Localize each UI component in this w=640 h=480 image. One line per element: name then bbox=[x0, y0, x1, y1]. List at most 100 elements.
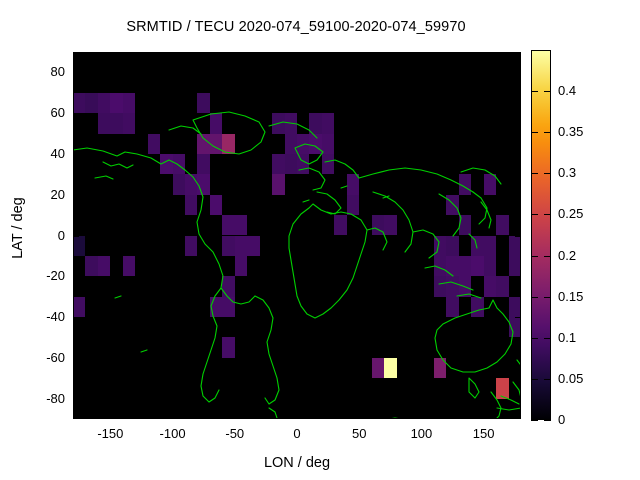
y-axis-tick bbox=[73, 398, 79, 400]
colorbar-tick bbox=[544, 378, 551, 380]
heatmap-cell bbox=[471, 235, 484, 256]
coastline-paths bbox=[73, 111, 521, 419]
heatmap-cell bbox=[222, 215, 235, 236]
heatmap-cell bbox=[85, 92, 98, 114]
colorbar-tick bbox=[531, 173, 538, 175]
x-axis-tick-label: 100 bbox=[410, 426, 433, 441]
y-axis-tick-label: 40 bbox=[50, 145, 65, 161]
heatmap-cell bbox=[160, 153, 173, 175]
colorbar bbox=[531, 50, 551, 420]
heatmap-cell bbox=[321, 133, 335, 154]
x-axis-tick bbox=[359, 52, 361, 58]
heatmap-cell bbox=[122, 92, 136, 114]
colorbar-tick bbox=[531, 91, 538, 93]
y-axis-tick bbox=[73, 194, 79, 196]
heatmap-cell bbox=[147, 133, 161, 154]
x-axis-tick bbox=[234, 413, 236, 419]
x-axis-tick bbox=[110, 413, 112, 419]
heatmap-cell bbox=[334, 215, 347, 236]
colorbar-tick bbox=[531, 378, 538, 380]
y-axis-tick bbox=[515, 398, 521, 400]
colorbar-tick bbox=[544, 296, 551, 298]
y-axis-tick bbox=[515, 317, 521, 319]
heatmap-cell bbox=[73, 235, 86, 256]
heatmap-cell bbox=[309, 113, 322, 134]
x-axis-tick bbox=[172, 413, 174, 419]
heatmap-cell bbox=[433, 255, 447, 277]
heatmap-cell bbox=[508, 296, 521, 318]
heatmap-cell bbox=[483, 174, 497, 195]
y-axis-tick bbox=[73, 113, 79, 115]
x-axis-tick-label: 0 bbox=[293, 426, 301, 441]
y-axis-tick bbox=[73, 153, 79, 155]
heatmap-cell bbox=[483, 255, 497, 277]
heatmap-cell bbox=[197, 153, 210, 175]
colorbar-tick-label: 0.3 bbox=[558, 165, 577, 181]
colorbar-tick bbox=[531, 337, 538, 339]
y-axis-tick-label: -40 bbox=[46, 309, 65, 325]
y-axis-label: LAT / deg bbox=[10, 197, 26, 259]
colorbar-tick-label: 0.25 bbox=[558, 206, 584, 222]
heatmap-cell bbox=[384, 357, 397, 379]
colorbar-tick bbox=[544, 255, 551, 257]
colorbar-tick bbox=[531, 214, 538, 216]
colorbar-tick-label: 0.05 bbox=[558, 370, 584, 386]
heatmap-cell bbox=[496, 378, 509, 399]
map-plot-area[interactable] bbox=[73, 52, 521, 419]
x-axis-tick-label: -100 bbox=[159, 426, 186, 441]
x-axis-tick bbox=[483, 52, 485, 58]
colorbar-tick-label: 0 bbox=[558, 412, 566, 427]
colorbar-tick bbox=[544, 173, 551, 175]
heatmap-cell bbox=[197, 92, 210, 114]
heatmap-cell bbox=[471, 255, 484, 277]
heatmap-cell bbox=[234, 215, 248, 236]
heatmap-cell bbox=[496, 276, 509, 297]
heatmap-cell bbox=[272, 153, 285, 175]
heatmap-cell bbox=[185, 235, 198, 256]
colorbar-tick bbox=[531, 420, 538, 421]
heatmap-cell bbox=[234, 235, 248, 256]
heatmap-cell bbox=[297, 133, 310, 154]
heatmap-cell bbox=[73, 296, 86, 318]
colorbar-tick bbox=[531, 132, 538, 134]
heatmap-cell bbox=[446, 235, 459, 256]
y-axis-tick-label: -80 bbox=[46, 390, 65, 406]
heatmap-cell bbox=[508, 255, 521, 277]
heatmap-cell bbox=[458, 215, 472, 236]
heatmap-cell bbox=[284, 133, 297, 154]
heatmap-cell bbox=[122, 255, 136, 277]
heatmap-cell bbox=[97, 113, 111, 134]
y-axis-tick bbox=[515, 72, 521, 74]
heatmap-cell bbox=[483, 235, 497, 256]
y-axis-tick bbox=[515, 235, 521, 237]
heatmap-cell bbox=[446, 276, 459, 297]
heatmap-cell bbox=[110, 92, 123, 114]
heatmap-cell bbox=[209, 194, 223, 216]
x-axis-tick-label: 150 bbox=[472, 426, 495, 441]
heatmap-cell bbox=[458, 255, 472, 277]
heatmap-cell bbox=[197, 133, 210, 154]
heatmap-cell bbox=[346, 174, 360, 195]
y-axis-tick bbox=[73, 357, 79, 359]
heatmap-cell bbox=[321, 113, 335, 134]
y-axis-tick bbox=[73, 317, 79, 319]
heatmap-cell bbox=[496, 215, 509, 236]
heatmap-cell bbox=[172, 174, 185, 195]
colorbar-tick-label: 0.35 bbox=[558, 124, 584, 140]
y-axis-tick-label: -20 bbox=[46, 268, 65, 284]
heatmap-cell bbox=[222, 133, 235, 154]
heatmap-cell bbox=[284, 153, 297, 175]
heatmap-cell bbox=[234, 255, 248, 277]
x-axis-tick-label: 50 bbox=[351, 426, 367, 441]
heatmap-cell bbox=[433, 276, 447, 297]
heatmap-cell bbox=[97, 255, 111, 277]
y-axis-tick-label: -60 bbox=[46, 349, 65, 365]
heatmap-cell bbox=[85, 255, 98, 277]
heatmap-cell bbox=[272, 174, 285, 195]
heatmap-cell bbox=[508, 317, 521, 338]
heatmap-cell bbox=[222, 276, 235, 297]
x-axis-tick bbox=[359, 413, 361, 419]
heatmap-cell bbox=[321, 153, 335, 175]
y-axis-tick-label: 20 bbox=[50, 186, 65, 202]
heatmap-cell bbox=[122, 113, 136, 134]
